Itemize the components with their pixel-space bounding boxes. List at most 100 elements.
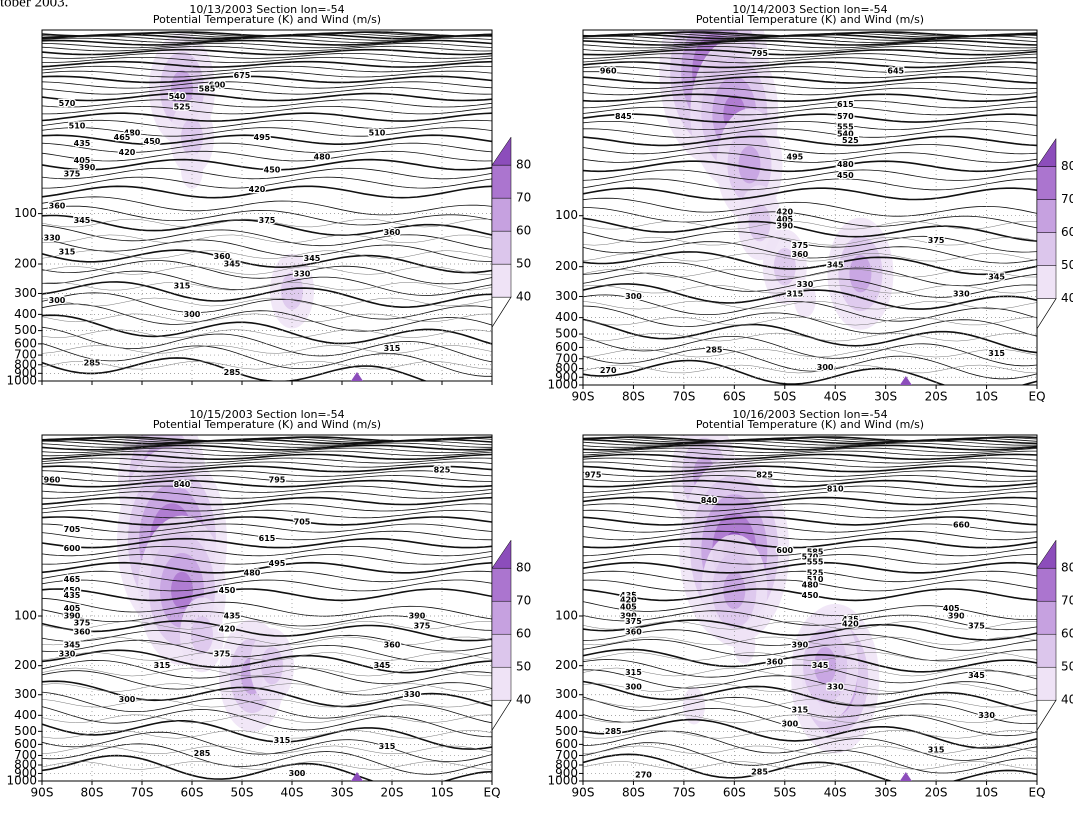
isentrope <box>42 127 492 137</box>
colorbar-label: 60 <box>516 224 531 238</box>
isentrope <box>42 37 492 43</box>
isentrope <box>583 491 1037 499</box>
contour-label: 600 <box>209 80 226 89</box>
isentrope <box>42 57 492 64</box>
x-tick-label: 90S <box>572 786 595 800</box>
colorbar-label: 80 <box>1061 159 1073 173</box>
contour-label: 405 <box>74 156 91 165</box>
location-marker <box>899 772 912 781</box>
isentrope <box>42 42 492 49</box>
isentrope <box>42 112 492 122</box>
contour-label: 330 <box>404 690 421 699</box>
streamline <box>583 284 1037 294</box>
y-tick-label: 100 <box>555 208 578 222</box>
colorbar-label: 40 <box>1061 291 1073 305</box>
contour-label: 525 <box>807 569 824 578</box>
contour-label: 435 <box>74 139 91 148</box>
isentrope <box>42 119 492 129</box>
contour-label: 300 <box>49 296 66 305</box>
y-tick-label: 700 <box>14 748 37 762</box>
isentrope <box>583 546 1037 557</box>
colorbar-segment <box>1036 567 1057 602</box>
contour-label: 510 <box>69 122 86 131</box>
contour-label: 795 <box>269 476 286 485</box>
isentrope <box>583 475 1037 482</box>
chart-subtitle: Potential Temperature (K) and Wind (m/s) <box>153 418 381 431</box>
isentrope <box>583 648 1037 673</box>
isentrope <box>583 629 1037 651</box>
colorbar-label: 70 <box>1061 192 1073 206</box>
streamline <box>42 652 492 661</box>
isentrope <box>583 718 1037 749</box>
isentrope <box>42 530 492 541</box>
isentrope <box>583 39 1037 46</box>
isentrope <box>583 82 1037 90</box>
isentrope <box>42 516 492 526</box>
streamline <box>583 332 1037 342</box>
contour-label: 420 <box>776 207 793 216</box>
contour-label: 480 <box>124 129 141 138</box>
colorbar-high <box>491 539 512 569</box>
contour-label: 360 <box>214 252 231 261</box>
y-tick-label: 500 <box>555 724 578 738</box>
isentrope <box>42 60 492 68</box>
isentrope <box>583 503 1037 512</box>
isentrope <box>583 87 1037 96</box>
isentrope <box>42 503 492 512</box>
colorbar-label: 50 <box>516 660 531 674</box>
isentrope <box>583 49 1037 56</box>
x-tick-label: 30S <box>874 390 897 404</box>
colorbar-low <box>1036 298 1057 330</box>
colorbar-segment <box>1036 232 1057 266</box>
isentrope <box>583 169 1037 181</box>
contour-label: 315 <box>59 248 76 257</box>
y-tick-label: 400 <box>555 310 578 324</box>
isentrope <box>583 336 1037 367</box>
y-tick-label: 600 <box>555 340 578 354</box>
streamline <box>583 268 1037 278</box>
x-tick-label: 60S <box>723 786 746 800</box>
y-tick-label: 200 <box>555 259 578 273</box>
isentrope <box>42 281 492 309</box>
isentrope <box>583 570 1037 583</box>
contour-label: 270 <box>600 366 617 375</box>
isentrope <box>583 659 1037 684</box>
y-tick-label: 400 <box>14 708 37 722</box>
y-tick-label: 500 <box>555 327 578 341</box>
colorbar-segment <box>491 230 512 265</box>
wind-shading <box>814 646 837 685</box>
isentrope <box>583 453 1037 460</box>
contour-label: 315 <box>174 281 191 290</box>
chart-subtitle: Potential Temperature (K) and Wind (m/s) <box>696 13 924 26</box>
colorbar-label: 70 <box>1061 594 1073 608</box>
y-tick-label: 200 <box>555 658 578 672</box>
chart-title: 10/16/2003 Section lon=-54 <box>732 408 887 421</box>
streamline <box>583 683 1037 692</box>
isentrope <box>583 251 1037 276</box>
contour-label: 840 <box>174 480 191 489</box>
y-tick-label: 900 <box>555 766 578 780</box>
isentrope <box>583 66 1037 73</box>
isentrope <box>583 197 1037 217</box>
isentrope <box>42 537 492 549</box>
isentrope <box>42 249 492 274</box>
isentrope <box>583 465 1037 473</box>
isentrope <box>583 485 1037 493</box>
streamline <box>42 621 492 630</box>
contour-label: 615 <box>837 100 854 109</box>
colorbar-label: 60 <box>516 627 531 641</box>
contour-label: 300 <box>781 719 798 728</box>
colorbar-label: 50 <box>516 257 531 271</box>
isentrope <box>42 743 492 775</box>
wind-shading <box>849 254 872 293</box>
isentrope <box>583 588 1037 602</box>
isentrope <box>583 43 1037 49</box>
isentrope <box>42 579 492 592</box>
colorbar-segment <box>491 164 512 199</box>
contour-label: 285 <box>224 368 241 377</box>
contour-label: 315 <box>274 736 291 745</box>
wind-shading <box>191 616 213 654</box>
y-tick-label: 400 <box>555 708 578 722</box>
isentrope <box>583 610 1037 631</box>
